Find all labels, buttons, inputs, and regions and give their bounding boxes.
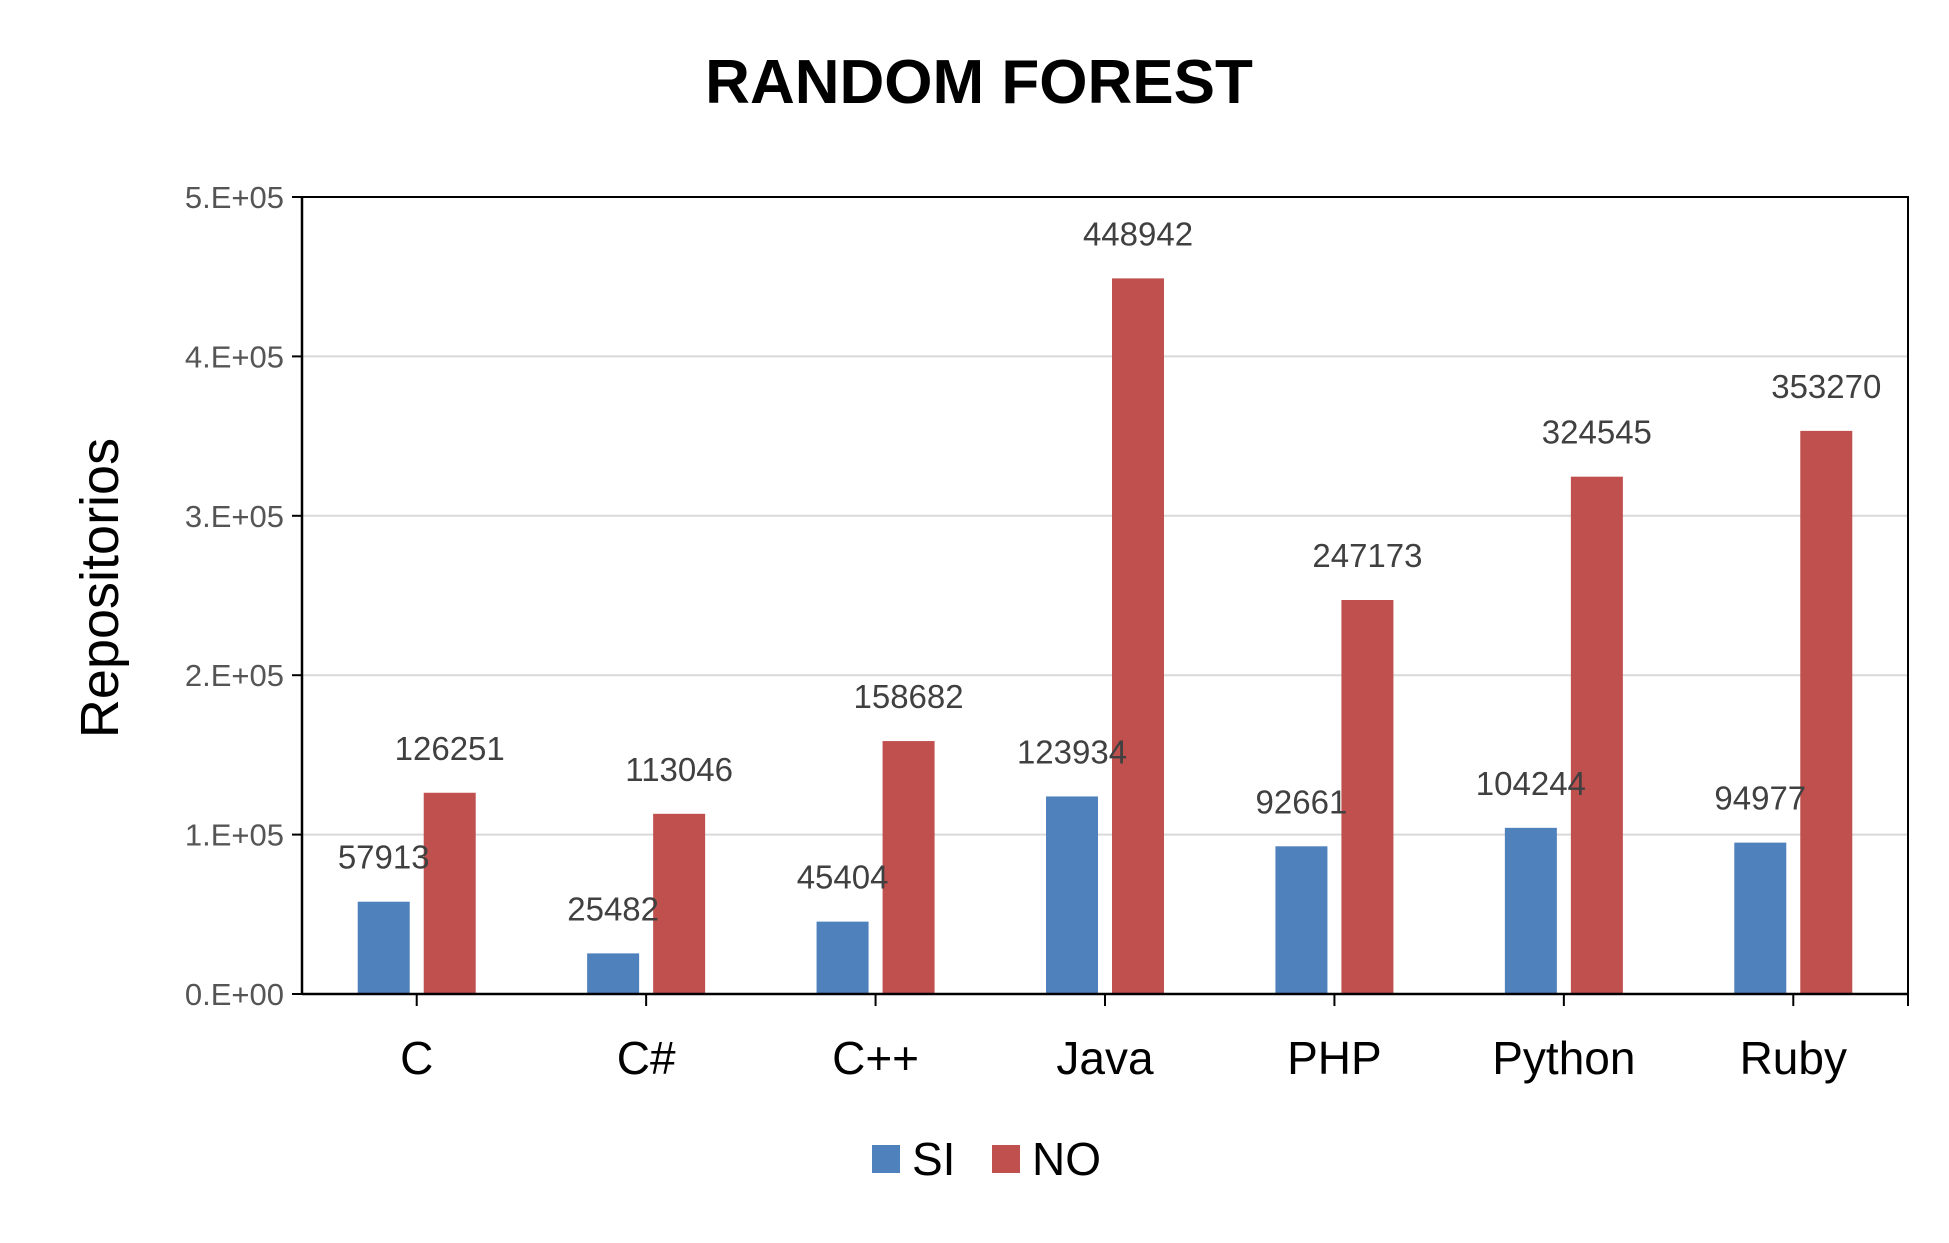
legend: SI NO xyxy=(872,1133,1101,1185)
data-label: 94977 xyxy=(1714,780,1806,817)
legend-swatch-no xyxy=(992,1145,1020,1173)
legend-swatch-si xyxy=(872,1145,900,1173)
data-label: 126251 xyxy=(395,730,505,767)
x-tick-label: Java xyxy=(1056,1032,1154,1084)
legend-label-si: SI xyxy=(912,1133,955,1185)
chart-title: RANDOM FOREST xyxy=(705,48,1253,117)
data-label: 448942 xyxy=(1083,215,1193,252)
x-tick-label: C++ xyxy=(832,1032,919,1084)
y-tick-label: 2.E+05 xyxy=(185,658,284,693)
plot-frame xyxy=(301,196,1909,995)
bar-no xyxy=(882,741,935,994)
data-label: 25482 xyxy=(567,890,659,927)
data-label: 104244 xyxy=(1476,765,1586,802)
data-label: 113046 xyxy=(625,751,733,788)
x-tick-label: PHP xyxy=(1287,1032,1382,1084)
bar-no xyxy=(653,813,706,994)
x-tick-label: C xyxy=(400,1032,433,1084)
y-tick-label: 3.E+05 xyxy=(185,499,284,534)
data-label: 57913 xyxy=(338,839,430,876)
data-label: 92661 xyxy=(1256,783,1348,820)
bars xyxy=(357,278,1853,994)
y-tick-label: 1.E+05 xyxy=(185,818,284,853)
bar-si xyxy=(587,953,640,994)
bar-no xyxy=(1800,430,1853,994)
bar-si xyxy=(1275,846,1328,994)
legend-label-no: NO xyxy=(1032,1133,1101,1185)
bar-no xyxy=(1112,278,1164,994)
y-axis-label: Repositorios xyxy=(70,438,130,738)
bar-si xyxy=(1504,827,1557,994)
data-label: 353270 xyxy=(1771,368,1881,405)
x-tick-label: C# xyxy=(617,1032,676,1084)
x-tick-label: Ruby xyxy=(1740,1032,1847,1084)
bar-si xyxy=(1734,842,1787,994)
data-label: 123934 xyxy=(1017,733,1127,770)
y-tick-label: 5.E+05 xyxy=(185,180,284,215)
bar-si xyxy=(1046,796,1098,994)
data-labels: 57913 126251 25482 113046 45404 158682 123934 4… xyxy=(338,215,1882,927)
plot-area xyxy=(301,196,1909,995)
bar-no xyxy=(1570,476,1623,994)
bar-si xyxy=(357,901,410,994)
bar-si xyxy=(816,921,869,994)
axes: 0.E+00 1.E+05 2.E+05 3.E+05 4.E+05 5.E+05 C C# C… xyxy=(185,180,1909,1084)
data-label: 158682 xyxy=(854,678,964,715)
bar-no xyxy=(1341,600,1394,994)
data-label: 324545 xyxy=(1542,414,1652,451)
y-tick-label: 4.E+05 xyxy=(185,339,284,374)
x-tick-label: Python xyxy=(1492,1032,1635,1084)
y-tick-label: 0.E+00 xyxy=(185,977,284,1012)
data-label: 247173 xyxy=(1312,537,1422,574)
bar-no xyxy=(423,792,476,994)
data-label: 45404 xyxy=(797,859,889,896)
